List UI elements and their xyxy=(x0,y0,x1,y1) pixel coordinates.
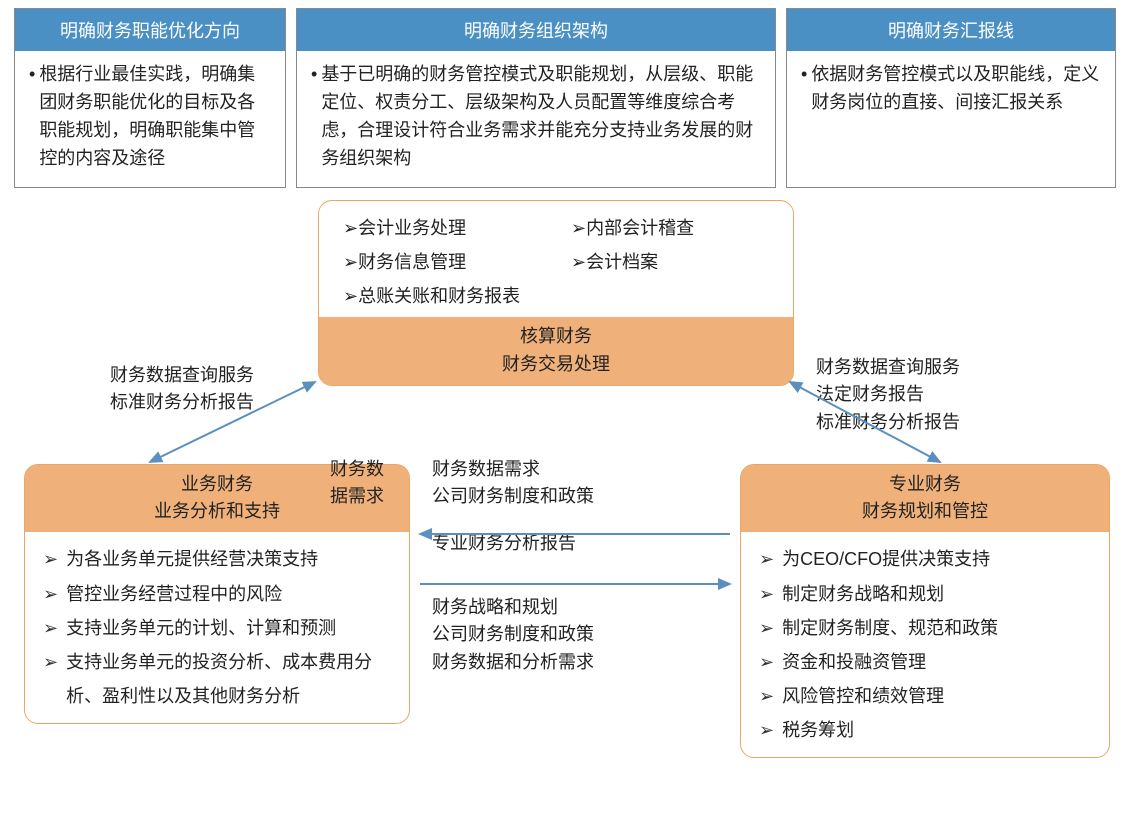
top-box-2: 明确财务组织架构 •基于已明确的财务管控模式及职能规划，从层级、职能定位、权责分… xyxy=(296,8,776,188)
arrow-top-left xyxy=(130,374,330,484)
banner-line: 核算财务 xyxy=(327,323,785,351)
label-line: 财务数据需求 xyxy=(432,456,594,484)
flow-diagram: ➢会计业务处理 ➢财务信息管理 ➢总账关账和财务报表 ➢内部会计稽查 ➢会计档案… xyxy=(0,194,1130,794)
arrow-top-right xyxy=(780,374,980,484)
top-box-2-body: •基于已明确的财务管控模式及职能规划，从层级、职能定位、权责分工、层级架构及人员… xyxy=(297,51,775,187)
label-line: 公司财务制度和政策 xyxy=(432,483,594,511)
node-business-list: ➢为各业务单元提供经营决策支持 ➢管控业务经营过程中的风险 ➢支持业务单元的计划… xyxy=(25,532,409,723)
node-professional: 专业财务 财务规划和管控 ➢为CEO/CFO提供决策支持 ➢制定财务战略和规划 … xyxy=(740,464,1110,759)
label-line: 财务数据和分析需求 xyxy=(432,649,594,677)
banner-line: 财务规划和管控 xyxy=(749,498,1101,526)
top-box-1-text: 根据行业最佳实践，明确集团财务职能优化的目标及各职能规划，明确职能集中管控的内容… xyxy=(39,61,271,173)
top-row: 明确财务职能优化方向 •根据行业最佳实践，明确集团财务职能优化的目标及各职能规划… xyxy=(0,0,1130,188)
list-item: 为各业务单元提供经营决策支持 xyxy=(66,542,318,576)
arrow-right-to-left xyxy=(410,574,740,594)
list-item: 总账关账和财务报表 xyxy=(358,286,520,306)
list-item: 资金和投融资管理 xyxy=(782,645,926,679)
top-box-3-title: 明确财务汇报线 xyxy=(787,9,1115,51)
list-item: 支持业务单元的计划、计算和预测 xyxy=(66,611,336,645)
top-box-1-body: •根据行业最佳实践，明确集团财务职能优化的目标及各职能规划，明确职能集中管控的内… xyxy=(15,51,285,187)
label-line: 公司财务制度和政策 xyxy=(432,621,594,649)
list-item: 税务筹划 xyxy=(782,713,854,747)
node-accounting: ➢会计业务处理 ➢财务信息管理 ➢总账关账和财务报表 ➢内部会计稽查 ➢会计档案… xyxy=(318,200,794,386)
list-item: 会计档案 xyxy=(586,252,658,272)
list-item: 内部会计稽查 xyxy=(586,218,694,238)
list-item: 制定财务制度、规范和政策 xyxy=(782,611,998,645)
banner-line: 财务交易处理 xyxy=(327,351,785,379)
node-professional-list: ➢为CEO/CFO提供决策支持 ➢制定财务战略和规划 ➢制定财务制度、规范和政策… xyxy=(741,532,1109,757)
top-box-1-title: 明确财务职能优化方向 xyxy=(15,9,285,51)
list-item: 风险管控和绩效管理 xyxy=(782,679,944,713)
label-mid-center-up: 财务数据需求 公司财务制度和政策 xyxy=(432,456,594,512)
node-accounting-list: ➢会计业务处理 ➢财务信息管理 ➢总账关账和财务报表 ➢内部会计稽查 ➢会计档案 xyxy=(319,201,793,318)
label-line: 财务战略和规划 xyxy=(432,594,594,622)
top-box-1: 明确财务职能优化方向 •根据行业最佳实践，明确集团财务职能优化的目标及各职能规划… xyxy=(14,8,286,188)
label-line: 财务数 xyxy=(330,456,384,484)
list-item: 支持业务单元的投资分析、成本费用分析、盈利性以及其他财务分析 xyxy=(66,645,391,713)
label-mid-center-down: 财务战略和规划 公司财务制度和政策 财务数据和分析需求 xyxy=(432,594,594,678)
top-box-3-text: 依据财务管控模式以及职能线，定义财务岗位的直接、间接汇报关系 xyxy=(811,61,1101,117)
label-mid-left: 财务数 据需求 xyxy=(330,456,384,512)
top-box-3-body: •依据财务管控模式以及职能线，定义财务岗位的直接、间接汇报关系 xyxy=(787,51,1115,131)
list-item: 会计业务处理 xyxy=(358,218,466,238)
label-line: 据需求 xyxy=(330,483,384,511)
node-accounting-banner: 核算财务 财务交易处理 xyxy=(319,317,793,385)
top-box-3: 明确财务汇报线 •依据财务管控模式以及职能线，定义财务岗位的直接、间接汇报关系 xyxy=(786,8,1116,188)
top-box-2-title: 明确财务组织架构 xyxy=(297,9,775,51)
list-item: 管控业务经营过程中的风险 xyxy=(66,577,282,611)
top-box-2-text: 基于已明确的财务管控模式及职能规划，从层级、职能定位、权责分工、层级架构及人员配… xyxy=(321,61,761,173)
list-item: 财务信息管理 xyxy=(358,252,466,272)
list-item: 制定财务战略和规划 xyxy=(782,577,944,611)
arrow-left-to-right xyxy=(410,524,740,544)
list-item: 为CEO/CFO提供决策支持 xyxy=(782,542,990,576)
